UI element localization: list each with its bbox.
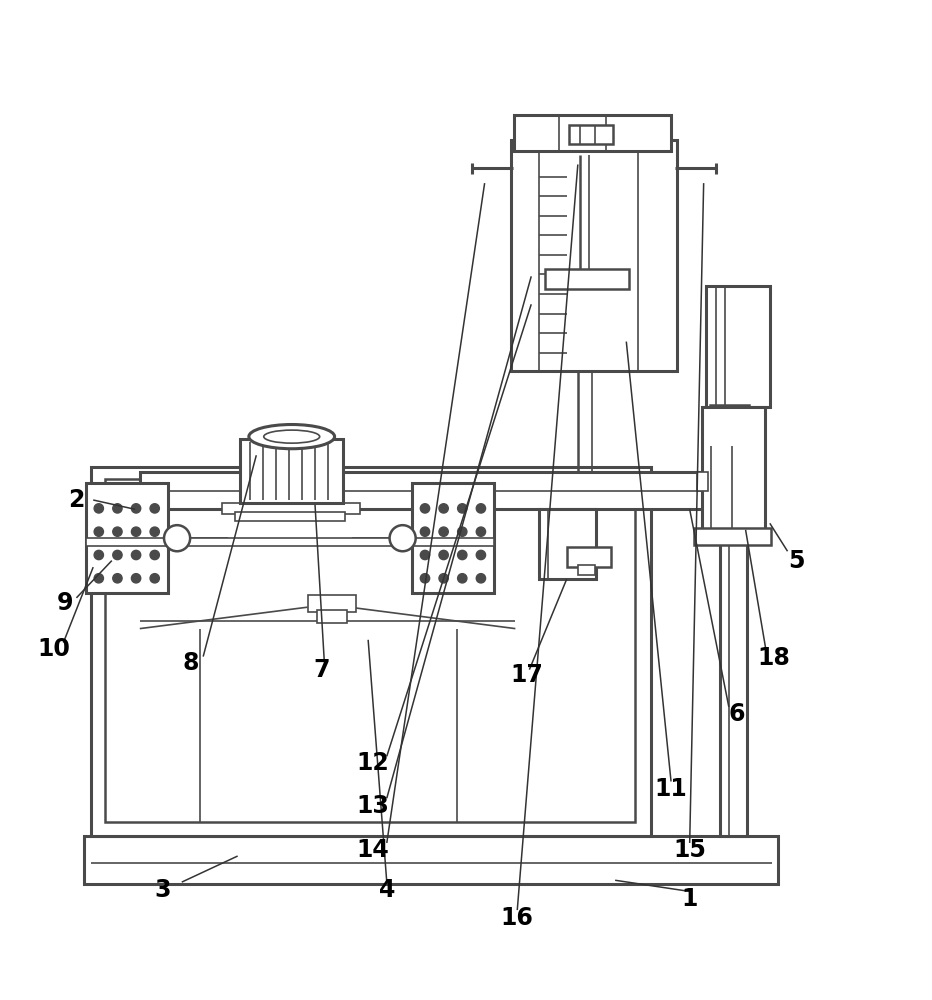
Circle shape — [150, 550, 159, 560]
Text: 3: 3 — [155, 878, 171, 902]
Circle shape — [420, 550, 430, 560]
Circle shape — [476, 574, 486, 583]
Bar — [140, 472, 746, 509]
Circle shape — [458, 550, 467, 560]
Bar — [86, 538, 494, 546]
Circle shape — [476, 527, 486, 536]
Text: 9: 9 — [57, 591, 74, 615]
Text: 7: 7 — [313, 658, 330, 682]
Bar — [105, 479, 635, 822]
Circle shape — [150, 527, 159, 536]
Circle shape — [476, 504, 486, 513]
Circle shape — [131, 550, 141, 560]
Bar — [84, 836, 778, 884]
Circle shape — [113, 527, 122, 536]
Text: 14: 14 — [356, 838, 390, 862]
Text: 13: 13 — [356, 794, 390, 818]
Bar — [222, 503, 360, 514]
Text: 5: 5 — [788, 549, 805, 573]
Bar — [86, 483, 168, 593]
Circle shape — [439, 574, 448, 583]
Bar — [702, 407, 765, 530]
Text: 2: 2 — [68, 488, 85, 512]
Bar — [317, 610, 347, 623]
Circle shape — [94, 574, 103, 583]
Text: 11: 11 — [654, 777, 688, 801]
Bar — [412, 483, 494, 593]
Text: 10: 10 — [37, 637, 71, 661]
Bar — [240, 439, 343, 503]
Circle shape — [113, 504, 122, 513]
Text: 8: 8 — [183, 651, 199, 675]
Circle shape — [458, 504, 467, 513]
Circle shape — [94, 550, 103, 560]
Circle shape — [458, 527, 467, 536]
Bar — [514, 115, 671, 150]
Text: 4: 4 — [378, 878, 395, 902]
Bar — [720, 509, 747, 836]
Circle shape — [420, 574, 430, 583]
Circle shape — [131, 504, 141, 513]
Circle shape — [94, 527, 103, 536]
Circle shape — [113, 550, 122, 560]
Ellipse shape — [249, 425, 335, 449]
Bar — [694, 528, 771, 545]
Bar — [511, 140, 677, 371]
Circle shape — [131, 527, 141, 536]
Circle shape — [150, 574, 159, 583]
Circle shape — [390, 525, 416, 551]
Text: 16: 16 — [500, 906, 534, 930]
Text: 15: 15 — [673, 838, 706, 862]
Bar — [569, 125, 613, 144]
Bar — [539, 509, 596, 579]
Circle shape — [150, 504, 159, 513]
Text: 12: 12 — [356, 751, 390, 775]
Bar — [710, 405, 749, 446]
Circle shape — [113, 574, 122, 583]
Bar — [706, 286, 770, 407]
Bar — [91, 467, 651, 836]
Text: 18: 18 — [757, 646, 790, 670]
Bar — [567, 547, 611, 567]
Bar — [545, 269, 629, 289]
Circle shape — [439, 527, 448, 536]
Bar — [697, 472, 708, 491]
Circle shape — [420, 504, 430, 513]
Circle shape — [164, 525, 190, 551]
Text: 17: 17 — [510, 663, 543, 687]
Circle shape — [439, 504, 448, 513]
Text: 6: 6 — [728, 702, 745, 726]
Circle shape — [94, 504, 103, 513]
Bar — [578, 565, 595, 575]
Circle shape — [420, 527, 430, 536]
Circle shape — [131, 574, 141, 583]
Bar — [308, 595, 356, 612]
Circle shape — [439, 550, 448, 560]
Bar — [235, 512, 345, 521]
Ellipse shape — [264, 430, 320, 443]
Text: 1: 1 — [681, 887, 698, 911]
Circle shape — [458, 574, 467, 583]
Circle shape — [476, 550, 486, 560]
